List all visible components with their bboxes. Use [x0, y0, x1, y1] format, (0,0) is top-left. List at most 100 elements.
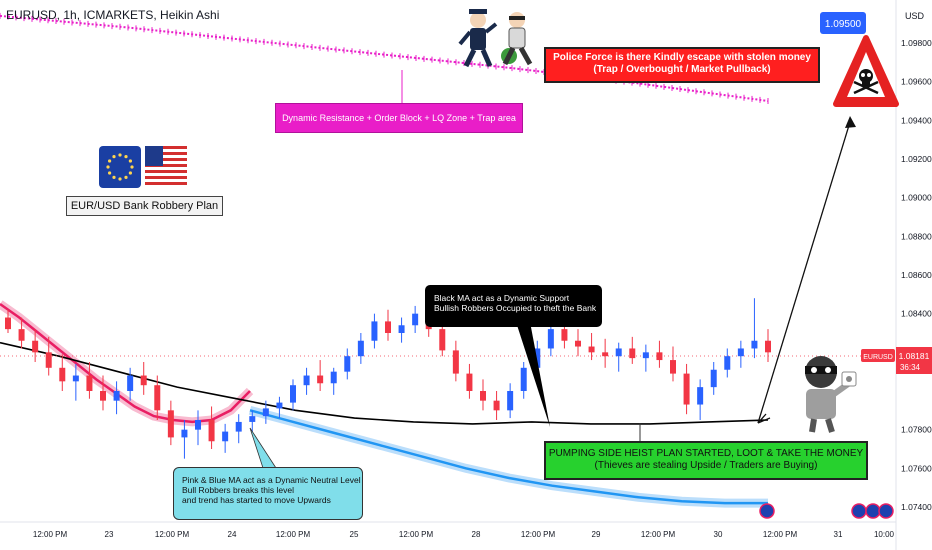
- us-stripe: [145, 158, 187, 161]
- us-stripe: [145, 176, 187, 179]
- candle-body: [615, 348, 622, 357]
- heist-callout: PUMPING SIDE HEIST PLAN STARTED, LOOT & …: [544, 441, 868, 480]
- candle-body: [371, 321, 378, 341]
- candle-body: [5, 317, 11, 330]
- candle-body: [45, 352, 52, 368]
- time-tick-label: 12:00 PM: [641, 530, 676, 539]
- police-callout: Police Force is there Kindly escape with…: [544, 47, 820, 83]
- eu-star: [112, 175, 116, 179]
- candle-body: [385, 321, 391, 333]
- time-tick-label: 12:00 PM: [276, 530, 311, 539]
- candle-body: [493, 400, 500, 411]
- candle-body: [642, 352, 649, 359]
- us-stripe: [145, 164, 187, 167]
- candle-body: [575, 340, 581, 347]
- us-stripe: [145, 146, 187, 149]
- eu-flag-icon: [99, 146, 141, 188]
- candle-body: [439, 329, 446, 351]
- candle-body: [262, 408, 269, 417]
- resistance-callout-text: Dynamic Resistance + Order Block + LQ Zo…: [282, 113, 516, 123]
- base-arrowhead: [757, 413, 771, 424]
- currency-coin-icons: [759, 503, 894, 519]
- candle-body: [520, 367, 527, 391]
- black-ma-pointer: [516, 322, 550, 427]
- us-flag-icon: [145, 146, 187, 188]
- candle-body: [276, 402, 283, 409]
- target-price-tag: [820, 12, 866, 34]
- currency-label[interactable]: USD: [905, 11, 925, 21]
- plan-label-text: EUR/USD Bank Robbery Plan: [70, 200, 219, 212]
- eu-star: [130, 165, 134, 169]
- candle-body: [561, 329, 568, 341]
- candle-body: [72, 375, 79, 382]
- time-tick-label: 12:00 PM: [763, 530, 798, 539]
- target-price-label: 1.09500: [825, 19, 862, 30]
- target-arrowhead: [845, 116, 856, 128]
- resistance-callout: Dynamic Resistance + Order Block + LQ Zo…: [275, 103, 523, 133]
- candle-body: [507, 391, 514, 411]
- candle-body: [113, 391, 120, 401]
- time-tick-label: 23: [105, 530, 114, 539]
- candle-body: [208, 420, 215, 442]
- eu-star: [124, 155, 128, 159]
- candle-body: [683, 373, 690, 405]
- price-tick-label: 1.08800: [901, 231, 932, 241]
- candle-body: [249, 416, 256, 422]
- candle-body: [602, 352, 609, 357]
- price-tick-label: 1.07400: [901, 502, 932, 512]
- black-ma-callout-line2: Bullish Robbers Occupied to theft the Ba…: [434, 302, 597, 313]
- price-tick-label: 1.09200: [901, 154, 932, 164]
- candle-body: [629, 348, 636, 359]
- time-tick-label: 12:00 PM: [33, 530, 68, 539]
- candle-body: [588, 346, 595, 353]
- candle-body: [710, 369, 717, 388]
- candle-body: [724, 356, 731, 370]
- candle-body: [737, 348, 744, 357]
- time-tick-label: 25: [350, 530, 359, 539]
- eu-star: [106, 165, 110, 169]
- candle-body: [317, 375, 324, 384]
- black-ma-callout-line1: Black MA act as a Dynamic Support: [434, 293, 570, 303]
- time-tick-label: 12:00 PM: [521, 530, 556, 539]
- pink-ma-line: [0, 302, 251, 424]
- blue-ma-line: [249, 409, 768, 505]
- us-stripe: [145, 170, 187, 173]
- time-tick-label: 12:00 PM: [399, 530, 434, 539]
- candle-body: [18, 329, 25, 341]
- pink-blue-callout-line1: Pink & Blue MA act as a Dynamic Neutral …: [182, 475, 361, 485]
- black-ma-callout: Black MA act as a Dynamic Support Bullis…: [425, 285, 602, 327]
- candle-body: [290, 385, 296, 403]
- symbol-price-tag-label: EURUSD: [863, 354, 893, 361]
- price-tick-label: 1.09400: [901, 115, 932, 125]
- price-tick-label: 1.08400: [901, 309, 932, 319]
- candle-body: [344, 356, 351, 372]
- price-axis-ticks: 1.09800 1.09600 1.09400 1.09200 1.09000 1.088…: [901, 38, 932, 512]
- candle-body: [480, 391, 486, 401]
- candle-body: [59, 367, 66, 382]
- candle-body: [181, 429, 188, 438]
- heist-callout-line1: PUMPING SIDE HEIST PLAN STARTED, LOOT & …: [548, 448, 864, 459]
- eu-star: [124, 175, 128, 179]
- time-tick-label: 31: [834, 530, 843, 539]
- price-tick-label: 1.07800: [901, 425, 932, 435]
- price-tick-label: 1.09000: [901, 193, 932, 203]
- candle-body: [154, 385, 161, 411]
- candle-body: [32, 340, 39, 353]
- pink-blue-callout-line3: and trend has started to move Upwards: [182, 494, 331, 505]
- price-tick-label: 1.07600: [901, 463, 932, 473]
- police-chasing-thief-icon: [458, 9, 533, 68]
- candle-body: [86, 375, 93, 391]
- eu-star: [108, 159, 112, 163]
- eu-star: [118, 177, 122, 181]
- chart-title[interactable]: EURUSD, 1h, ICMARKETS, Heikin Ashi: [6, 8, 220, 22]
- price-tick-label: 1.09800: [901, 38, 932, 48]
- price-tick-label: 1.09600: [901, 77, 932, 87]
- candle-body: [534, 348, 541, 368]
- eu-star: [128, 159, 132, 163]
- candle-body: [751, 340, 758, 349]
- price-tick-label: 1.08600: [901, 270, 932, 280]
- bar-countdown: 36:34: [900, 363, 921, 372]
- time-tick-label: 12:00 PM: [155, 530, 190, 539]
- time-tick-label: 29: [592, 530, 601, 539]
